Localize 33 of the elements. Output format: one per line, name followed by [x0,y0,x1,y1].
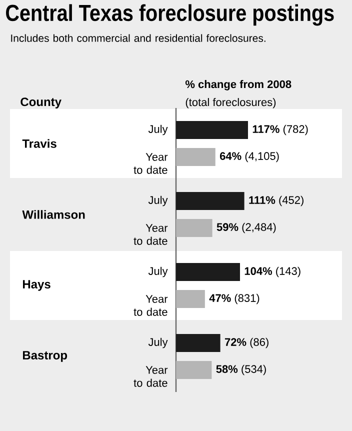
y-tick-label: Bastrop [22,351,68,362]
data-label: 59% (2,484) [216,222,276,234]
y-axis-title: County [20,98,62,108]
bar [176,192,244,210]
bar [176,148,216,166]
bar [176,360,212,379]
bar [176,290,205,308]
x-axis-title: % change from 2008 [185,80,292,90]
y-tick-label: Hays [22,280,50,291]
series-label: Year to date [134,153,168,174]
bar [176,219,212,237]
data-label: 64% (4,105) [220,152,279,162]
bar [176,263,240,281]
text: Year to date [134,224,168,245]
chart-title: Central Texas foreclosure postings [6,4,334,26]
text: Year to date [134,295,168,316]
data-label: 104% (143) [244,266,300,278]
text: July [148,338,168,348]
data-label: 111% (452) [249,196,304,206]
text: July [148,266,168,278]
bar [176,334,220,352]
y-tick-label: Travis [22,139,56,148]
data-label: 117% (782) [252,124,308,136]
bar [176,121,248,140]
data-label: 47% (831) [209,294,260,304]
text: July [148,196,168,206]
y-tick-label: Williamson [22,210,85,219]
data-label: 72% (86) [224,338,268,348]
annotation: (total foreclosures) [186,98,276,108]
series-label: July [148,124,168,136]
text: Year to date [134,366,168,387]
chart-subtitle: Includes both commercial and residential foreclosures. [11,34,266,42]
data-label: 58% (534) [216,364,266,376]
